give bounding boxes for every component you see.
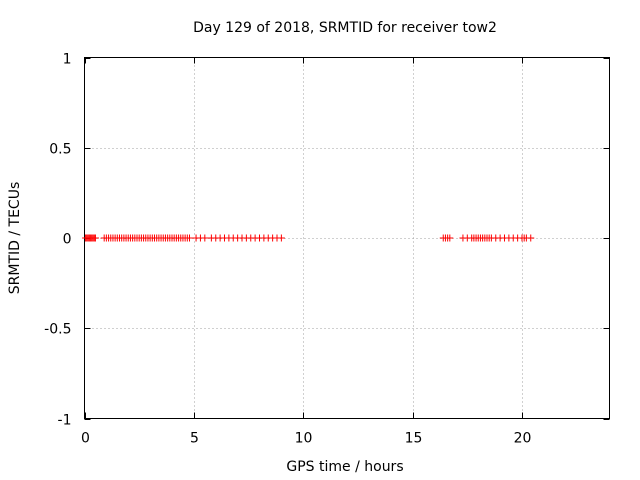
data-point xyxy=(277,234,285,242)
y-axis-label: SRMTID / TECUs xyxy=(7,182,23,295)
data-points xyxy=(82,234,535,242)
y-tick-label: 1 xyxy=(63,52,72,68)
y-tick-label: -0.5 xyxy=(44,322,71,338)
y-tick-label: 0.5 xyxy=(49,142,71,158)
x-tick-label: 10 xyxy=(295,431,313,447)
x-tick-label: 20 xyxy=(514,431,532,447)
axis-tick-labels: 0 5 10 15 20 1 0.5 0 -0.5 -1 xyxy=(44,52,531,447)
x-tick-label: 0 xyxy=(81,431,90,447)
data-point xyxy=(527,234,535,242)
data-point xyxy=(186,234,193,242)
data-point xyxy=(446,234,454,242)
axis-ticks xyxy=(84,57,610,420)
x-axis-label: GPS time / hours xyxy=(286,459,403,475)
data-point xyxy=(91,234,99,242)
y-tick-label: 0 xyxy=(63,232,72,248)
y-tick-label: -1 xyxy=(58,413,72,429)
chart-title: Day 129 of 2018, SRMTID for receiver tow… xyxy=(193,20,497,36)
x-tick-label: 5 xyxy=(190,431,199,447)
x-tick-label: 15 xyxy=(405,431,423,447)
data-point xyxy=(201,234,209,242)
